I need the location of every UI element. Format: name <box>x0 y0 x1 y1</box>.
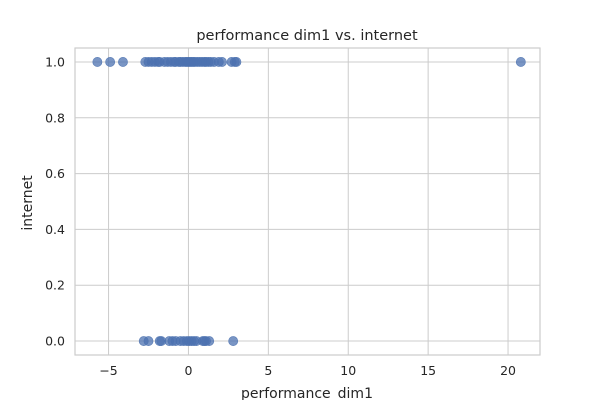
data-point <box>228 336 239 346</box>
data-point <box>143 336 154 346</box>
data-point <box>118 57 128 67</box>
y-tick-label: 0.4 <box>45 222 65 237</box>
data-point <box>217 57 227 67</box>
y-tick-label: 0.8 <box>45 110 65 125</box>
x-axis-label: performance_dim1 <box>241 386 373 400</box>
x-tick-label: −5 <box>99 363 117 378</box>
data-point <box>231 57 242 67</box>
y-axis-label: internet <box>20 175 36 231</box>
x-tick-label: 15 <box>420 363 436 378</box>
data-point <box>92 57 103 67</box>
y-tick-label: 0.6 <box>45 166 65 181</box>
x-tick-labels: −5 0 5 10 15 20 <box>99 363 516 378</box>
y-tick-label: 0.2 <box>45 278 65 293</box>
grid-lines <box>75 48 540 355</box>
data-point <box>204 336 215 346</box>
y-tick-labels: 0.0 0.2 0.4 0.6 0.8 1.0 <box>45 54 65 348</box>
y-tick-label: 0.0 <box>45 334 65 349</box>
plot-frame <box>74 47 541 356</box>
data-point <box>105 57 116 67</box>
x-tick-label: 5 <box>264 363 272 378</box>
x-tick-label: 0 <box>184 363 192 378</box>
x-tick-label: 20 <box>500 363 516 378</box>
chart-title: performance dim1 vs. internet <box>196 28 418 44</box>
data-point <box>515 57 526 67</box>
data-points <box>92 57 526 346</box>
y-tick-label: 1.0 <box>45 54 65 69</box>
x-tick-label: 10 <box>340 363 356 378</box>
